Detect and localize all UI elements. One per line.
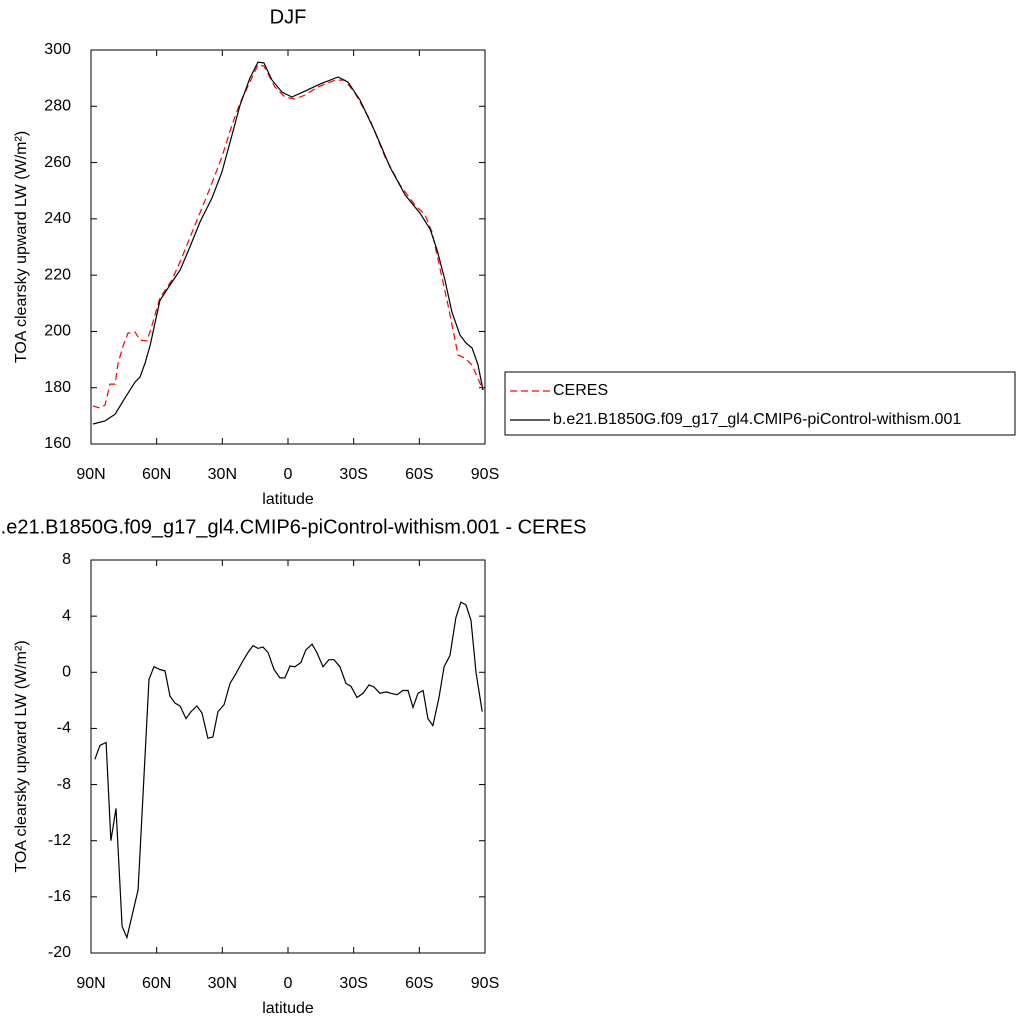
chart-title: b.e21.B1850G.f09_g17_gl4.CMIP6-piControl… — [0, 516, 586, 538]
x-tick-label: 30S — [339, 466, 367, 483]
data-line — [94, 601, 483, 940]
x-tick-label: 90S — [471, 975, 499, 992]
x-tick-label: 30N — [208, 975, 237, 992]
y-tick-label: -16 — [48, 888, 71, 905]
x-tick-label: 0 — [284, 975, 293, 992]
y-tick-label: -8 — [57, 776, 71, 793]
x-tick-label: 90S — [471, 466, 499, 483]
y-tick-label: 220 — [44, 266, 71, 283]
x-axis-label: latitude — [262, 491, 314, 508]
y-tick-label: -12 — [48, 832, 71, 849]
y-tick-label: 160 — [44, 435, 71, 452]
chart-title: DJF — [270, 6, 307, 28]
x-tick-label: 90N — [76, 975, 105, 992]
y-tick-label: 200 — [44, 323, 71, 340]
y-axis-label: TOA clearsky upward LW (W/m²) — [13, 131, 30, 363]
x-axis-label: latitude — [262, 1000, 314, 1017]
y-tick-label: 280 — [44, 98, 71, 115]
y-tick-label: 180 — [44, 379, 71, 396]
x-tick-label: 60N — [142, 466, 171, 483]
plot-frame — [90, 49, 486, 445]
legend-box — [504, 371, 1016, 436]
y-tick-label: 300 — [44, 41, 71, 58]
y-tick-label: 0 — [62, 664, 71, 681]
x-tick-label: 30N — [208, 466, 237, 483]
plot-frame — [90, 559, 486, 954]
y-tick-label: 240 — [44, 210, 71, 227]
legend-label: CERES — [553, 382, 608, 399]
y-tick-label: 4 — [62, 607, 71, 624]
y-axis-label: TOA clearsky upward LW (W/m²) — [13, 640, 30, 872]
data-line — [92, 64, 484, 409]
y-tick-label: -4 — [57, 720, 71, 737]
y-tick-label: 8 — [62, 551, 71, 568]
legend-label: b.e21.B1850G.f09_g17_gl4.CMIP6-piControl… — [553, 411, 961, 428]
data-line — [92, 61, 484, 425]
y-tick-label: -20 — [48, 944, 71, 961]
x-tick-label: 30S — [339, 975, 367, 992]
x-tick-label: 0 — [284, 466, 293, 483]
x-tick-label: 60N — [142, 975, 171, 992]
x-tick-label: 60S — [405, 466, 433, 483]
y-tick-label: 260 — [44, 154, 71, 171]
x-tick-label: 60S — [405, 975, 433, 992]
x-tick-label: 90N — [76, 466, 105, 483]
